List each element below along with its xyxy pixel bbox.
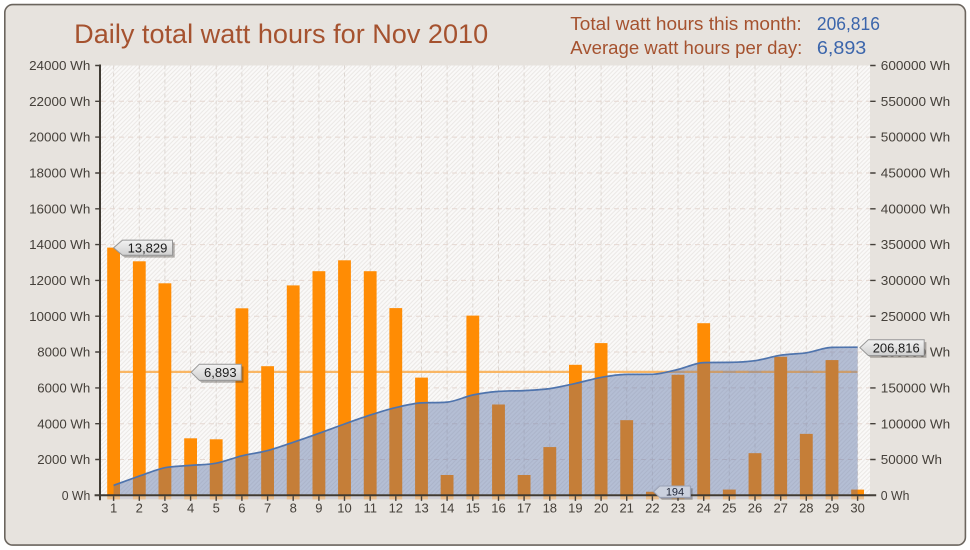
svg-text:14: 14 xyxy=(440,501,454,516)
svg-text:13: 13 xyxy=(414,501,428,516)
svg-text:12000 Wh: 12000 Wh xyxy=(29,273,90,288)
svg-text:18000 Wh: 18000 Wh xyxy=(29,166,90,181)
svg-text:0 Wh: 0 Wh xyxy=(62,488,91,503)
svg-text:Average watt hours per day:: Average watt hours per day: xyxy=(570,38,802,58)
svg-text:250000 Wh: 250000 Wh xyxy=(881,309,950,324)
svg-text:8: 8 xyxy=(290,501,297,516)
svg-text:6000 Wh: 6000 Wh xyxy=(37,381,90,396)
svg-text:10: 10 xyxy=(337,501,351,516)
svg-text:550000 Wh: 550000 Wh xyxy=(881,94,950,109)
svg-text:3: 3 xyxy=(161,501,168,516)
svg-text:450000 Wh: 450000 Wh xyxy=(881,166,950,181)
svg-text:22000 Wh: 22000 Wh xyxy=(29,94,90,109)
svg-text:30: 30 xyxy=(850,501,864,516)
svg-text:2: 2 xyxy=(136,501,143,516)
svg-text:8000 Wh: 8000 Wh xyxy=(37,345,90,360)
svg-text:24000 Wh: 24000 Wh xyxy=(29,58,90,73)
svg-text:6,893: 6,893 xyxy=(204,365,237,380)
svg-text:29: 29 xyxy=(825,501,839,516)
svg-text:206,816: 206,816 xyxy=(817,14,880,34)
svg-text:150000 Wh: 150000 Wh xyxy=(881,381,950,396)
svg-text:100000 Wh: 100000 Wh xyxy=(881,416,950,431)
svg-text:300000 Wh: 300000 Wh xyxy=(881,273,950,288)
svg-text:194: 194 xyxy=(666,487,684,499)
svg-text:Daily total watt hours for Nov: Daily total watt hours for Nov 2010 xyxy=(74,19,488,49)
svg-text:16: 16 xyxy=(491,501,505,516)
svg-text:27: 27 xyxy=(773,501,787,516)
svg-text:50000 Wh: 50000 Wh xyxy=(881,452,942,467)
svg-text:500000 Wh: 500000 Wh xyxy=(881,130,950,145)
svg-text:0 Wh: 0 Wh xyxy=(881,488,910,503)
svg-text:28: 28 xyxy=(799,501,813,516)
svg-text:9: 9 xyxy=(315,501,322,516)
svg-text:15: 15 xyxy=(466,501,480,516)
svg-text:Total watt hours this month:: Total watt hours this month: xyxy=(570,14,801,34)
svg-text:25: 25 xyxy=(722,501,736,516)
svg-text:18: 18 xyxy=(543,501,557,516)
svg-text:21: 21 xyxy=(619,501,633,516)
svg-text:23: 23 xyxy=(671,501,685,516)
svg-text:16000 Wh: 16000 Wh xyxy=(29,201,90,216)
svg-text:4000 Wh: 4000 Wh xyxy=(37,416,90,431)
svg-text:11: 11 xyxy=(363,501,377,516)
svg-text:19: 19 xyxy=(568,501,582,516)
svg-text:600000 Wh: 600000 Wh xyxy=(881,58,950,73)
svg-text:22: 22 xyxy=(645,501,659,516)
svg-text:1: 1 xyxy=(110,501,117,516)
svg-text:400000 Wh: 400000 Wh xyxy=(881,201,950,216)
svg-text:17: 17 xyxy=(517,501,531,516)
svg-text:26: 26 xyxy=(748,501,762,516)
svg-text:5: 5 xyxy=(213,501,220,516)
svg-text:6: 6 xyxy=(238,501,245,516)
svg-text:14000 Wh: 14000 Wh xyxy=(29,237,90,252)
svg-text:13,829: 13,829 xyxy=(128,240,168,255)
svg-text:7: 7 xyxy=(264,501,271,516)
svg-text:2000 Wh: 2000 Wh xyxy=(37,452,90,467)
svg-text:10000 Wh: 10000 Wh xyxy=(29,309,90,324)
svg-text:20000 Wh: 20000 Wh xyxy=(29,130,90,145)
svg-text:20: 20 xyxy=(594,501,608,516)
svg-text:4: 4 xyxy=(187,501,194,516)
svg-text:206,816: 206,816 xyxy=(873,340,920,355)
svg-text:350000 Wh: 350000 Wh xyxy=(881,237,950,252)
svg-text:6,893: 6,893 xyxy=(817,38,866,58)
svg-text:12: 12 xyxy=(389,501,403,516)
svg-text:24: 24 xyxy=(696,501,710,516)
